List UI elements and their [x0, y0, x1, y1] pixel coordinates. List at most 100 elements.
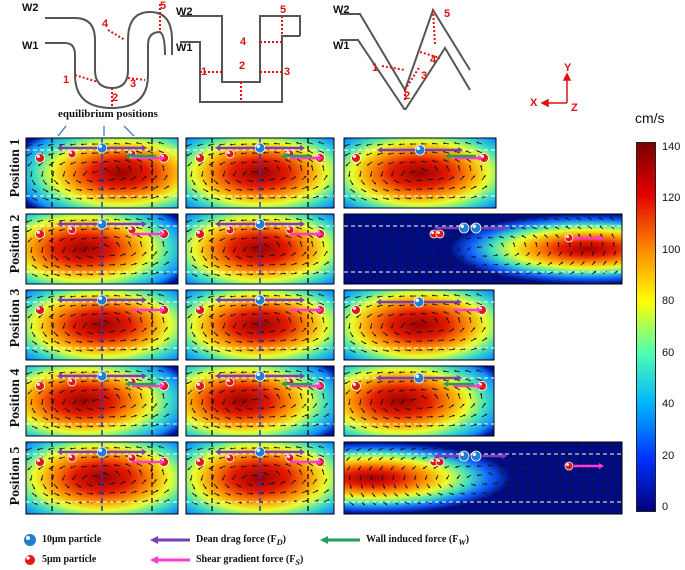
- velocity-panel-r1-c3: [343, 137, 497, 209]
- label-pos1: 1: [372, 62, 379, 74]
- colorbar-tick-label: 60: [662, 346, 675, 359]
- particle-5um: [195, 457, 205, 467]
- dean-force-arrow: [376, 375, 414, 381]
- particle-5um: [429, 457, 439, 467]
- particle-5um: [195, 381, 205, 391]
- particle-10um: [458, 222, 470, 234]
- wall-force-arrow: [443, 381, 474, 387]
- colorbar-tick-label: 100: [662, 243, 681, 256]
- label-pos4: 4: [430, 54, 437, 66]
- label-pos4: 4: [240, 36, 247, 48]
- axis-z-label: Z: [571, 102, 578, 114]
- label-pos1: 1: [201, 66, 208, 78]
- velocity-panel-r2-c2: [185, 213, 335, 285]
- particle-5um: [225, 149, 235, 159]
- velocity-panel-r3-c2: [185, 289, 335, 361]
- shear-force-arrow: [132, 307, 165, 313]
- particle-10um: [413, 372, 425, 384]
- label-pos3: 3: [421, 70, 428, 82]
- dean-force-arrow: [377, 147, 415, 153]
- shear-force-arrow: [132, 383, 165, 389]
- label-pos3: 3: [130, 78, 137, 90]
- particle-5um: [225, 225, 235, 235]
- row-label-position-5: Position 5: [8, 446, 23, 506]
- shear-force-arrow: [290, 155, 323, 161]
- colorbar-tick-label: 120: [662, 192, 681, 205]
- particle-10um: [413, 296, 425, 308]
- dean-force-arrow: [107, 297, 147, 303]
- dean-force-arrow: [215, 373, 255, 379]
- particle-5um: [67, 149, 77, 159]
- particle-5um: [67, 225, 77, 235]
- particle-5um: [195, 305, 205, 315]
- particle-10um: [254, 370, 266, 382]
- legend-particle-5-label: 5μm particle: [42, 554, 97, 565]
- particle-5um: [351, 305, 361, 315]
- particle-5um: [351, 153, 361, 163]
- dean-force-arrow: [265, 221, 305, 227]
- particle-10um: [96, 370, 108, 382]
- particle-5um: [195, 229, 205, 239]
- legend-dean-arrow-icon: [150, 536, 190, 544]
- shear-force-arrow: [453, 383, 482, 389]
- dean-force-arrow: [265, 145, 305, 151]
- dean-force-arrow: [482, 453, 507, 459]
- particle-10um: [254, 294, 266, 306]
- label-w2: W2: [176, 6, 193, 18]
- shear-force-arrow: [574, 463, 604, 469]
- label-w1: W1: [333, 40, 350, 52]
- particle-5um: [435, 457, 445, 467]
- label-w2: W2: [333, 4, 350, 16]
- dean-force-arrow: [482, 225, 507, 231]
- dean-force-arrow: [57, 145, 97, 151]
- velocity-panel-r2-c1: [25, 213, 179, 285]
- legend-wall-label: Wall induced force (FW): [366, 534, 470, 547]
- wall-force-arrow: [125, 381, 156, 387]
- wall-force-arrow: [281, 381, 312, 387]
- legend-symbols: [24, 534, 360, 565]
- particle-5um: [35, 381, 45, 391]
- equilibrium-arrows: [57, 125, 135, 137]
- velocity-panel-r3-c3: [343, 289, 495, 361]
- velocity-panel-r4-c1: [25, 365, 179, 437]
- particle-5um: [564, 233, 574, 243]
- particle-5um: [225, 377, 235, 387]
- shear-force-arrow: [132, 231, 165, 237]
- particle-5um: [225, 453, 235, 463]
- channel-schematics: [45, 4, 572, 110]
- curved-schematic-labels: W2 W1 1 2 3 4 5 W2 W1 1 2 3 4 5 W2 W1 1 …: [0, 0, 685, 114]
- velocity-panel-r5-c2: [185, 441, 335, 515]
- particle-10um: [414, 144, 426, 156]
- axis-y-label: Y: [564, 62, 572, 74]
- shear-force-arrow: [290, 307, 323, 313]
- particle-5um: [435, 229, 445, 239]
- dean-force-arrow: [434, 453, 459, 459]
- dean-force-arrow: [215, 297, 255, 303]
- dean-force-arrow: [107, 221, 147, 227]
- axis-x-label: X: [530, 97, 538, 109]
- label-pos2: 2: [404, 90, 411, 102]
- particle-5um: [35, 229, 45, 239]
- label-w1: W1: [176, 42, 193, 54]
- legend-wall-arrow-icon: [320, 536, 360, 544]
- wall-force-arrow: [281, 153, 312, 159]
- legend-shear-label: Shear gradient force (FS): [196, 554, 304, 567]
- zigzag-channel-schematic: [340, 7, 471, 110]
- dean-force-arrow: [265, 373, 305, 379]
- particle-10um: [470, 450, 482, 462]
- legend-particle-10-label: 10μm particle: [42, 534, 102, 545]
- legend-dean-label: Dean drag force (FD): [196, 534, 286, 547]
- particle-10um: [96, 142, 108, 154]
- shear-force-arrow: [132, 459, 165, 465]
- dean-force-arrow: [424, 375, 462, 381]
- particle-5um: [195, 153, 205, 163]
- shear-force-arrow: [290, 383, 323, 389]
- equilibrium-label: equilibrium positions: [58, 108, 158, 120]
- particle-5um: [564, 461, 574, 471]
- velocity-panel-r4-c3: [343, 365, 495, 437]
- dean-force-arrow: [57, 297, 97, 303]
- curved-channel-schematic: [45, 4, 173, 110]
- dean-force-arrow: [215, 221, 255, 227]
- axes-indicator: [540, 72, 572, 108]
- dean-force-arrow: [57, 373, 97, 379]
